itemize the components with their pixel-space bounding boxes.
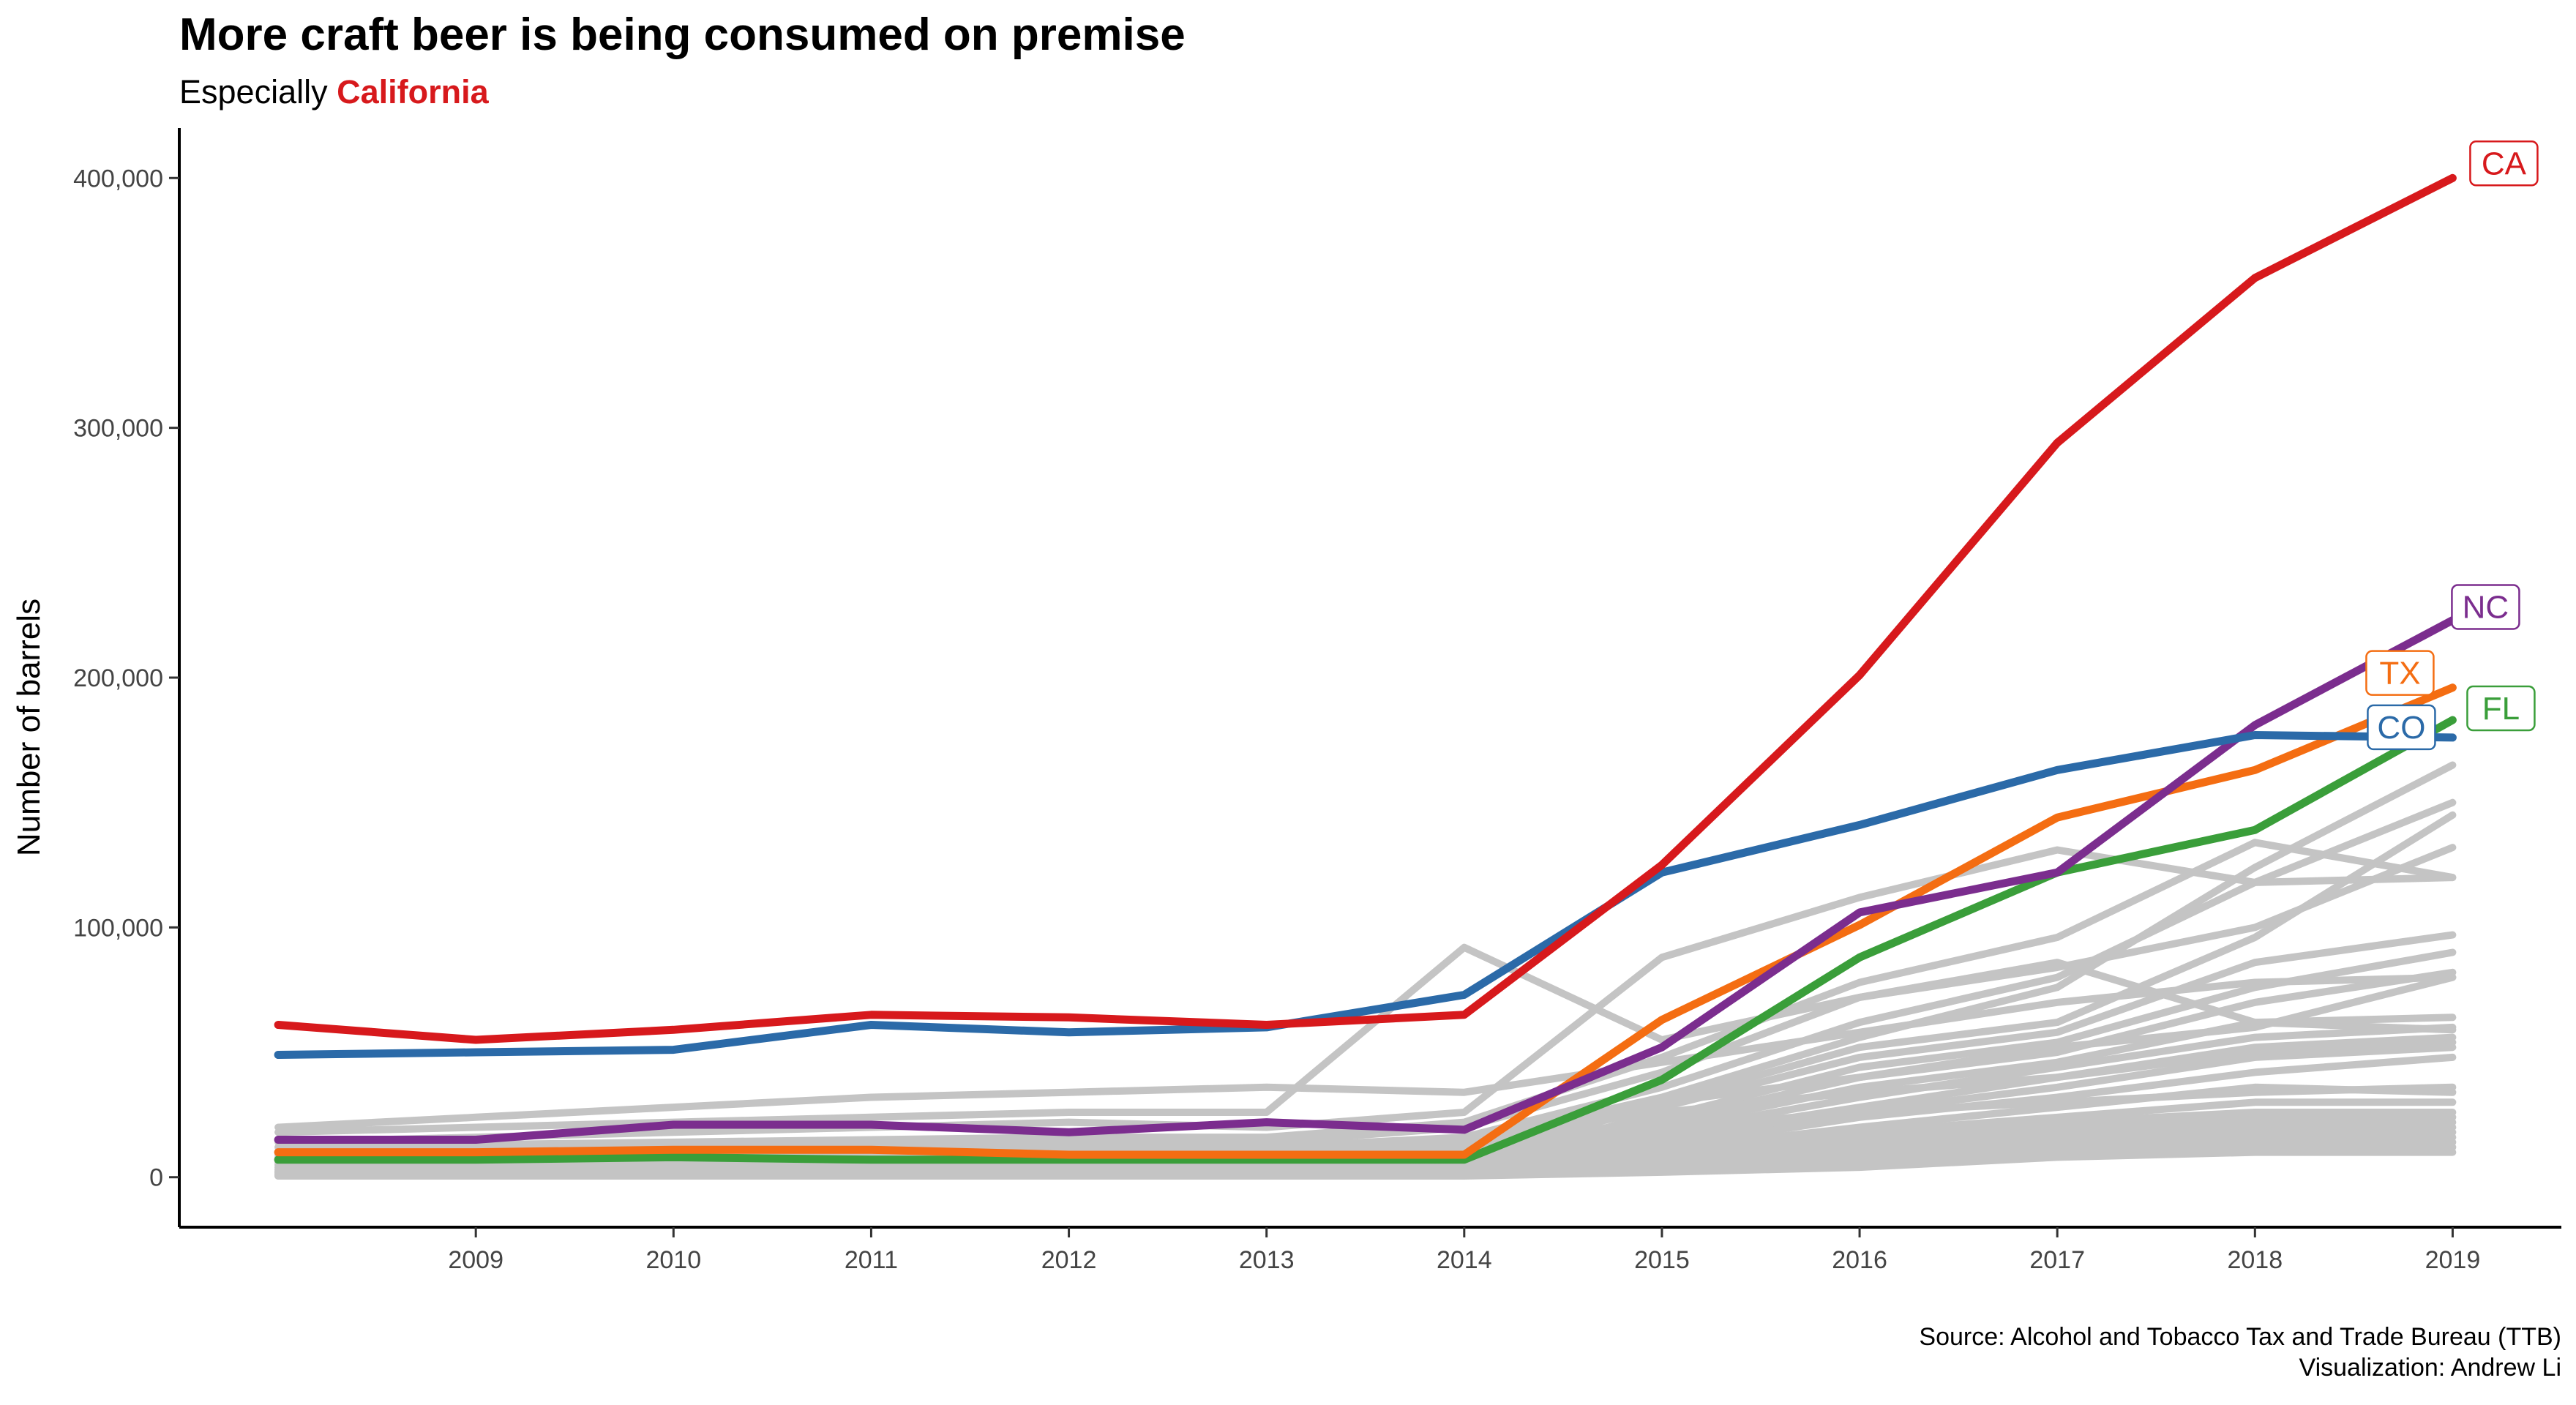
- series-label-fl: FL: [2466, 685, 2536, 732]
- caption: Source: Alcohol and Tobacco Tax and Trad…: [1919, 1322, 2561, 1383]
- svg-text:CA: CA: [2482, 146, 2527, 181]
- svg-text:TX: TX: [2379, 656, 2420, 692]
- x-tick-label: 2012: [1041, 1246, 1097, 1274]
- y-tick-label: 200,000: [73, 664, 163, 692]
- x-tick-label: 2018: [2227, 1246, 2283, 1274]
- series-label-nc: NC: [2451, 584, 2520, 630]
- x-tick-label: 2016: [1832, 1246, 1887, 1274]
- background-series-line-2: [274, 943, 2457, 1136]
- y-tick-label: 100,000: [73, 914, 163, 942]
- series-line-fl: [274, 716, 2457, 1164]
- x-tick-label: 2015: [1634, 1246, 1690, 1274]
- background-series-line-5: [274, 844, 2457, 1156]
- series-line-ca: [274, 173, 2457, 1044]
- background-series-line-1: [274, 973, 2457, 1131]
- x-tick-label: 2017: [2029, 1246, 2085, 1274]
- y-axis-label: Number of barrels: [11, 599, 47, 856]
- series-line-nc: [274, 616, 2457, 1144]
- x-tick-label: 2011: [845, 1246, 898, 1274]
- chart-subtitle: Especially California: [179, 73, 489, 111]
- caption-credit: Visualization: Andrew Li: [2299, 1354, 2561, 1382]
- x-tick-label: 2014: [1437, 1246, 1492, 1274]
- svg-text:FL: FL: [2482, 691, 2520, 727]
- x-tick-label: 2010: [645, 1246, 701, 1274]
- x-tick-label: 2019: [2425, 1246, 2481, 1274]
- series-line-tx: [274, 683, 2457, 1159]
- y-tick-label: 300,000: [73, 415, 163, 443]
- y-tick-label: 400,000: [73, 165, 163, 192]
- series-label-ca: CA: [2469, 140, 2539, 187]
- y-tick-label: 0: [149, 1164, 163, 1192]
- series-line-co: [274, 731, 2457, 1059]
- subtitle-prefix: Especially: [179, 73, 328, 110]
- svg-text:NC: NC: [2463, 589, 2509, 625]
- caption-source: Source: Alcohol and Tobacco Tax and Trad…: [1919, 1323, 2561, 1351]
- background-series-line-27: [274, 1148, 2457, 1180]
- chart-title: More craft beer is being consumed on pre…: [179, 10, 1186, 60]
- series-label-group: CA CO NC TX FL: [2365, 140, 2539, 751]
- axes-group: 0 100,000 200,000 300,000 400,000 2009 2010 201…: [73, 128, 2561, 1274]
- background-series-group: [274, 761, 2457, 1180]
- series-label-tx: TX: [2365, 650, 2435, 696]
- background-series-line-3: [274, 846, 2457, 1146]
- series-label-co: CO: [2367, 704, 2436, 751]
- x-tick-label: 2009: [448, 1246, 503, 1274]
- svg-text:CO: CO: [2377, 710, 2425, 746]
- x-tick-label: 2013: [1239, 1246, 1295, 1274]
- subtitle-highlight: California: [337, 73, 489, 110]
- background-series-line-30: [274, 1083, 2457, 1176]
- highlight-series-group: [274, 173, 2457, 1164]
